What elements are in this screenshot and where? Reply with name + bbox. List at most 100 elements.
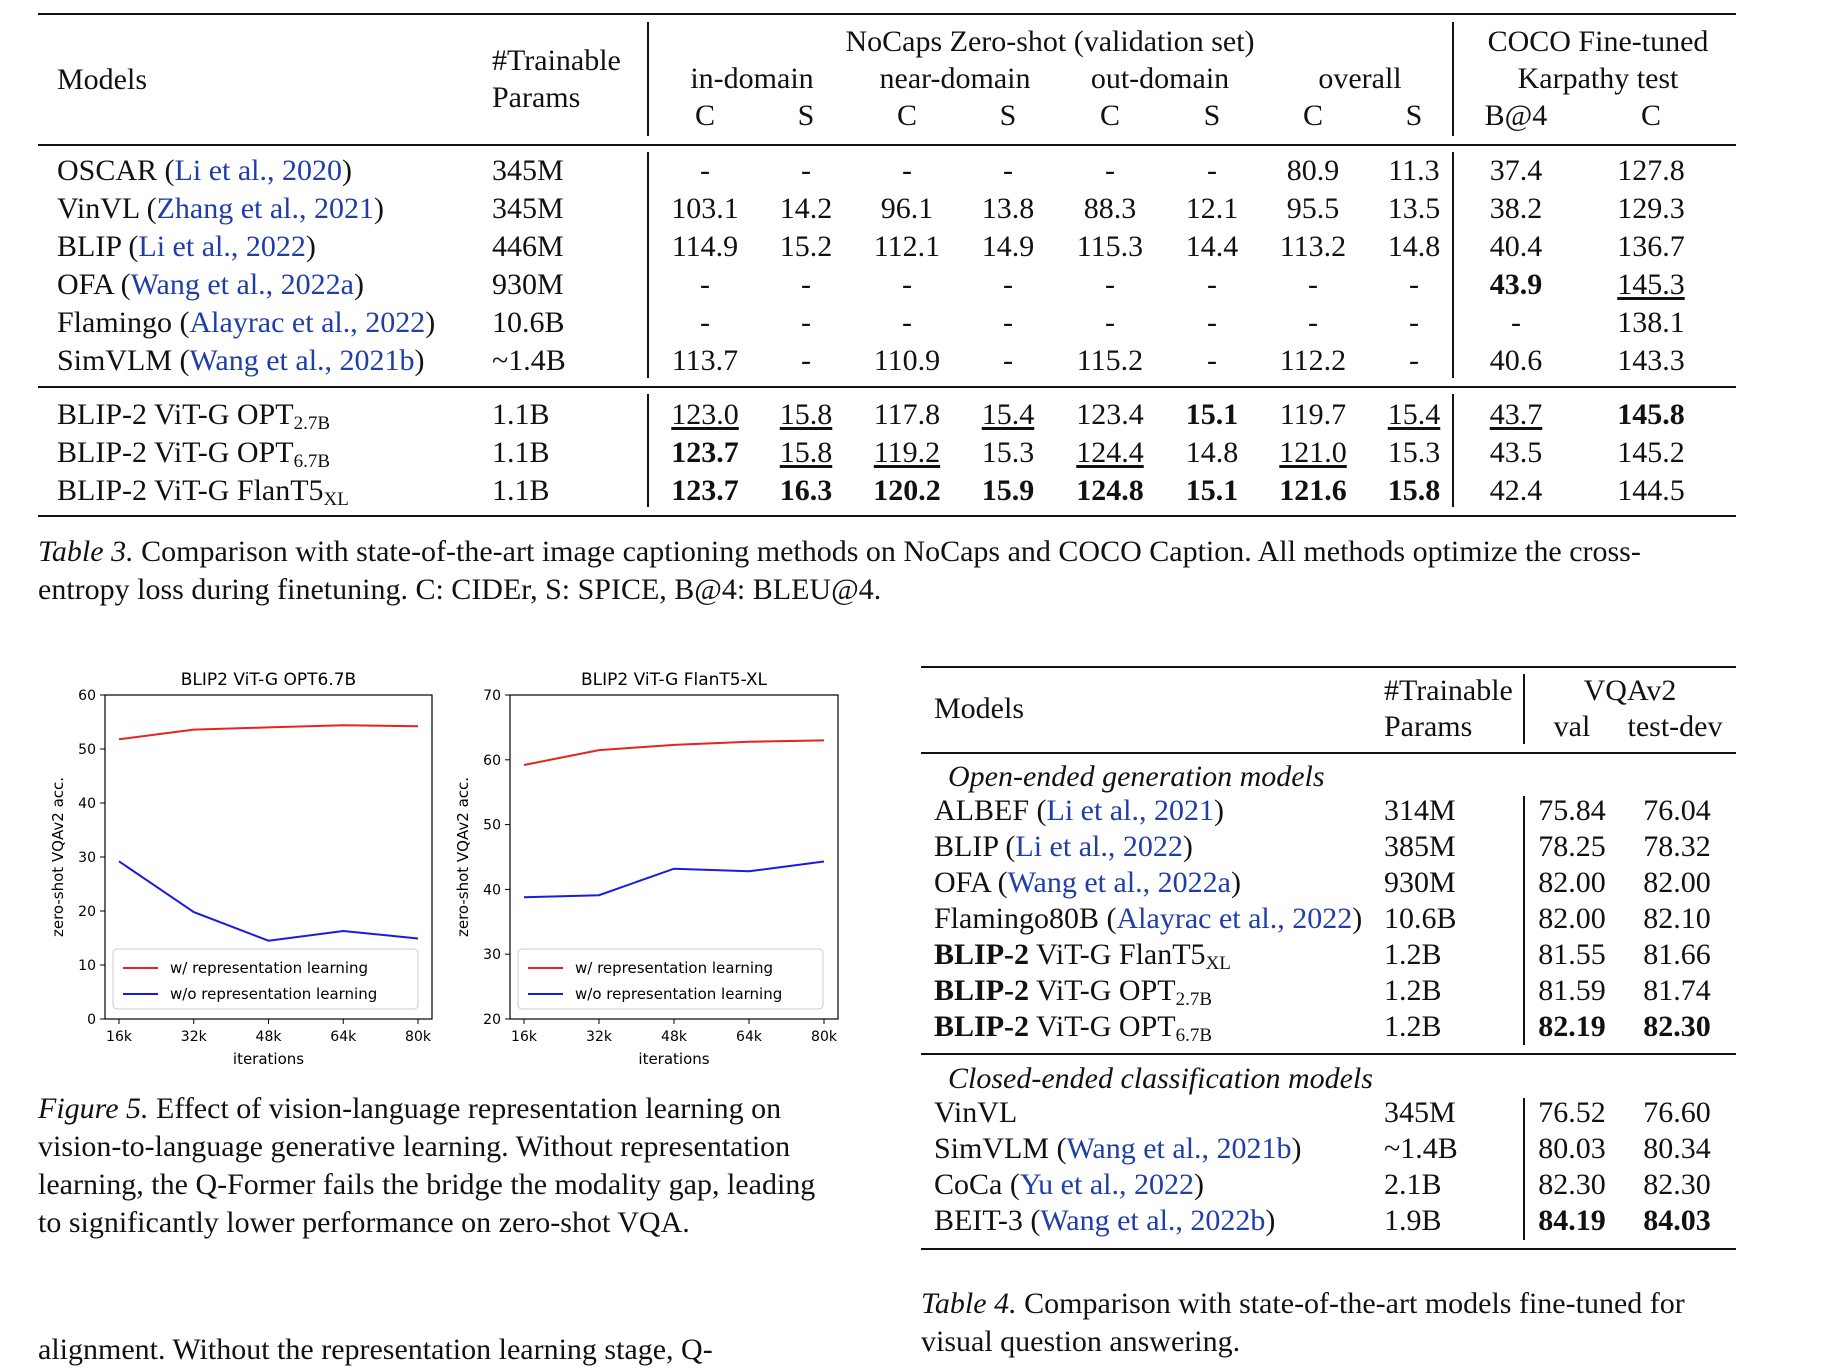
body-text-cutoff: alignment. Without the representation le… [38, 1333, 713, 1366]
citation-link[interactable]: Li et al., 2021 [1046, 794, 1214, 827]
table4-header-testdev: test-dev [1627, 710, 1723, 743]
chart-legend [112, 948, 419, 1010]
citation-link[interactable]: Wang et al., 2021b [189, 344, 415, 377]
table4-vrule [1523, 674, 1525, 744]
x-axis-label: iterations [233, 1050, 304, 1068]
table4-testdev: 81.66 [1643, 938, 1711, 971]
table3-cell: - [1003, 344, 1013, 377]
table3-vrule [647, 152, 649, 378]
table4-testdev: 82.00 [1643, 866, 1711, 899]
table4-model-name: VinVL [934, 1098, 1017, 1128]
y-tick-label: 70 [483, 688, 501, 704]
table4-header-vqav2: VQAv2 [1583, 674, 1677, 707]
table3-cell: 15.3 [981, 436, 1035, 469]
x-tick-label: 48k [661, 1029, 688, 1045]
citation-link[interactable]: Alayrac et al., 2022 [189, 306, 426, 339]
x-tick-label: 32k [586, 1029, 613, 1045]
table3-model-name: BLIP (Li et al., 2022) [57, 232, 316, 262]
citation-link[interactable]: Wang et al., 2022b [1040, 1204, 1266, 1237]
table4-testdev: 81.74 [1643, 974, 1711, 1007]
table3-cell: 12.1 [1185, 192, 1239, 225]
y-tick-label: 60 [483, 753, 501, 769]
table4-model-name: Flamingo80B (Alayrac et al., 2022) [934, 904, 1362, 934]
table3-subheader: C [896, 99, 917, 132]
table3-params: 10.6B [492, 306, 565, 339]
model-label: ViT-G FlanT5 [1029, 938, 1206, 971]
table3-cell: 40.6 [1489, 344, 1543, 377]
table4-testdev: 76.04 [1643, 794, 1711, 827]
table4-model-name: CoCa (Yu et al., 2022) [934, 1170, 1204, 1200]
table3-header-nocaps: NoCaps Zero-shot (validation set) [845, 25, 1255, 58]
table4-val: 76.52 [1538, 1096, 1606, 1129]
citation-link[interactable]: Alayrac et al., 2022 [1116, 902, 1353, 935]
table3-cell: - [801, 268, 811, 301]
table4-params: 385M [1384, 830, 1456, 863]
table4-model-name: SimVLM (Wang et al., 2021b) [934, 1134, 1302, 1164]
y-tick-label: 50 [78, 742, 96, 758]
citation-link[interactable]: Li et al., 2022 [138, 230, 306, 263]
table3-subheader: C [694, 99, 715, 132]
table3-params: 1.1B [492, 398, 550, 431]
table3-cell: - [1409, 268, 1419, 301]
table4-model-name: BEIT-3 (Wang et al., 2022b) [934, 1206, 1275, 1236]
table4-blip2-model: BLIP-2 ViT-G OPT2.7B [934, 976, 1212, 1010]
table3-cell: 123.0 [671, 398, 739, 431]
table3-cell: - [1308, 268, 1318, 301]
citation-link[interactable]: Li et al., 2020 [174, 154, 342, 187]
table3-cell: 14.4 [1185, 230, 1239, 263]
table4-val: 82.30 [1538, 1168, 1606, 1201]
table3-cell: 121.0 [1279, 436, 1347, 469]
table3-cell: 143.3 [1617, 344, 1685, 377]
table3-vrule [647, 22, 649, 136]
table3-cell: 145.8 [1617, 398, 1685, 431]
model-label-close: ) [1352, 902, 1363, 935]
table4-section-closed: Closed-ended classification models [948, 1062, 1373, 1095]
citation-link[interactable]: Wang et al., 2022a [130, 268, 354, 301]
x-tick-label: 64k [736, 1029, 763, 1045]
model-label: BLIP-2 ViT-G OPT [57, 398, 294, 431]
y-tick-label: 20 [483, 1012, 501, 1028]
table4-val: 81.55 [1538, 938, 1606, 971]
table3-cell: - [801, 154, 811, 187]
citation-link[interactable]: Wang et al., 2021b [1066, 1132, 1292, 1165]
table3-cell: 43.7 [1489, 398, 1543, 431]
table3-cell: 14.9 [981, 230, 1035, 263]
x-tick-label: 16k [106, 1029, 133, 1045]
y-tick-label: 30 [483, 947, 501, 963]
table3-cell: - [1511, 306, 1521, 339]
y-tick-label: 40 [78, 796, 96, 812]
model-label: ViT-G OPT [1029, 1010, 1176, 1043]
table4-caption-text: visual question answering. [921, 1325, 1241, 1358]
series-line-without-rep [118, 860, 419, 942]
citation-link[interactable]: Li et al., 2022 [1015, 830, 1183, 863]
table3-blip2-model: BLIP-2 ViT-G OPT6.7B [57, 438, 330, 472]
figure-5: BLIP2 ViT-G OPT6.7B 0 10 20 30 40 50 60 16k 32k 48… [30, 660, 880, 1080]
table3-subheader: S [1203, 99, 1221, 132]
citation-link[interactable]: Yu et al., 2022 [1019, 1168, 1194, 1201]
table3-caption-text: Comparison with state-of-the-art image c… [133, 535, 1641, 568]
table3-params: 446M [492, 230, 564, 263]
table3-cell: 123.4 [1076, 398, 1144, 431]
table3-caption-label: Table 3. [38, 535, 134, 568]
table3-blip2-model: BLIP-2 ViT-G OPT2.7B [57, 398, 330, 434]
citation-link[interactable]: Wang et al., 2022a [1007, 866, 1231, 899]
model-label-close: ) [353, 268, 364, 301]
table3-cell: - [1105, 154, 1115, 187]
table3-cell: 124.8 [1076, 474, 1144, 507]
table3-vrule [1452, 22, 1454, 136]
table3-cell: 114.9 [671, 230, 739, 263]
table4-val: 78.25 [1538, 830, 1606, 863]
figure5-charts: BLIP2 ViT-G OPT6.7B 0 10 20 30 40 50 60 16k 32k 48… [49, 670, 839, 1068]
table4-model-name: BLIP (Li et al., 2022) [934, 832, 1193, 862]
table3-cell: - [700, 268, 710, 301]
model-label-close: ) [342, 154, 352, 187]
citation-link[interactable]: Zhang et al., 2021 [156, 192, 375, 225]
table3-group-header: overall [1318, 62, 1402, 95]
table3-cell: 14.8 [1185, 436, 1239, 469]
table3-header-params: Params [492, 81, 581, 114]
model-label: VinVL [934, 1096, 1018, 1129]
model-label: OFA ( [934, 866, 1008, 899]
table3-cell: 119.2 [873, 436, 941, 469]
model-label-close: ) [1230, 866, 1241, 899]
table4-params: 1.9B [1384, 1204, 1442, 1237]
